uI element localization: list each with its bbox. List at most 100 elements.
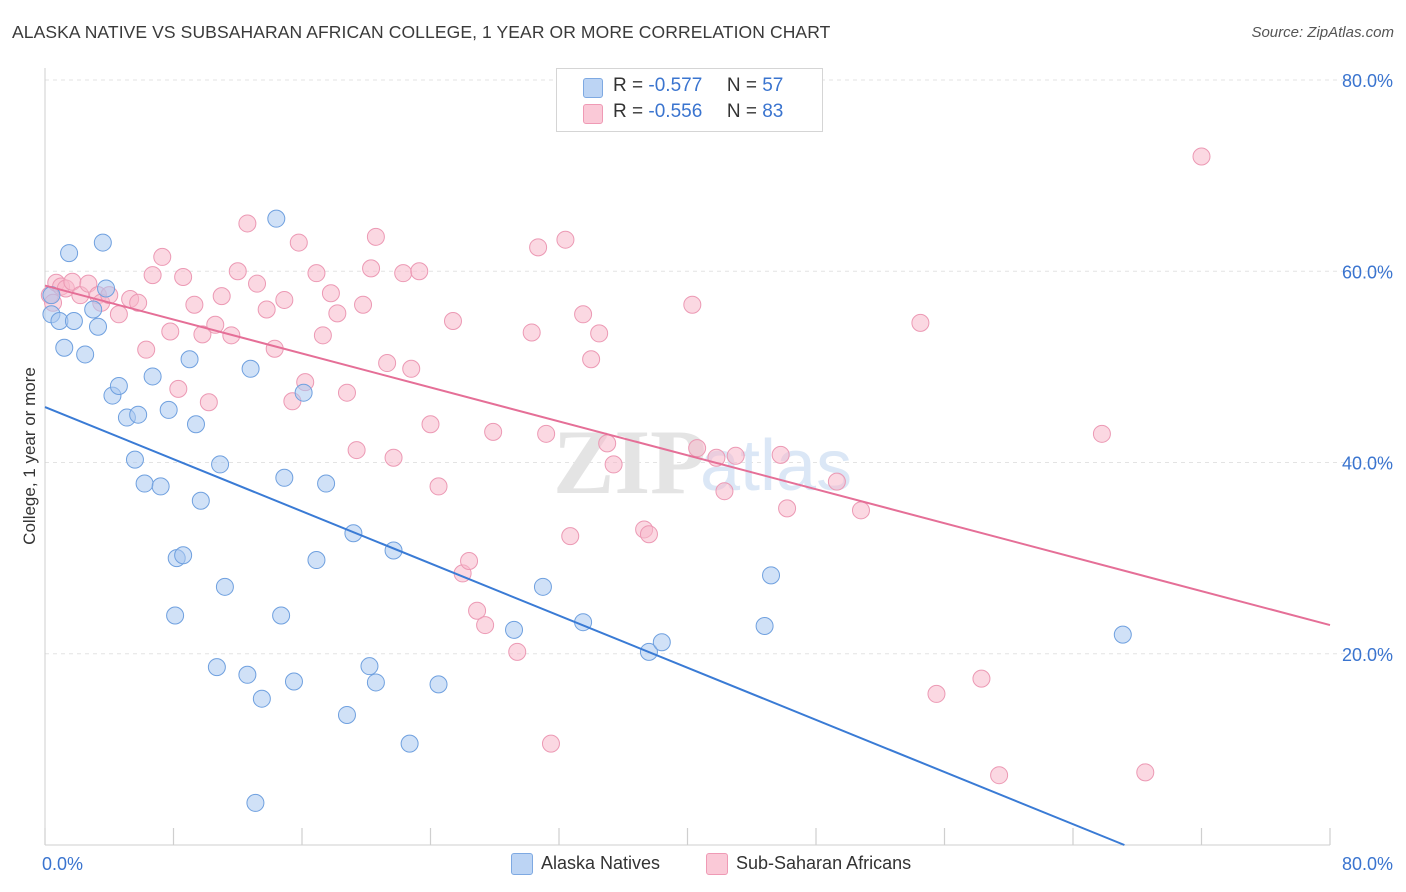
data-point-sub-saharan-africans [137, 340, 156, 359]
data-point-alaska-natives [76, 345, 95, 364]
data-point-sub-saharan-africans [199, 393, 218, 412]
chart-title: ALASKA NATIVE VS SUBSAHARAN AFRICAN COLL… [12, 22, 831, 42]
data-point-sub-saharan-africans [378, 354, 397, 373]
y-tick-label: 20.0% [1342, 645, 1393, 665]
data-point-sub-saharan-africans [394, 264, 413, 283]
data-point-sub-saharan-africans [161, 322, 180, 341]
data-point-sub-saharan-africans [212, 287, 231, 306]
data-point-sub-saharan-africans [275, 290, 294, 309]
legend-r-value: -0.577 [648, 75, 703, 96]
data-point-alaska-natives [317, 474, 336, 493]
data-point-alaska-natives [97, 279, 116, 298]
data-point-sub-saharan-africans [1136, 763, 1155, 782]
data-point-sub-saharan-africans [604, 455, 623, 474]
trendline-sub-saharan-africans [44, 284, 1331, 627]
data-point-sub-saharan-africans [771, 445, 790, 464]
watermark: ZIP atlas [553, 411, 852, 513]
data-point-sub-saharan-africans [347, 441, 366, 460]
data-point-alaska-natives [143, 367, 162, 386]
data-point-sub-saharan-africans [778, 499, 797, 518]
data-point-sub-saharan-africans [429, 477, 448, 496]
data-point-sub-saharan-africans [556, 230, 575, 249]
series-alaska-natives [42, 209, 1132, 812]
legend-n-value: 57 [762, 75, 784, 96]
data-point-alaska-natives [307, 551, 326, 570]
data-point-sub-saharan-africans [827, 472, 846, 491]
data-point-alaska-natives [1113, 625, 1132, 644]
data-point-sub-saharan-africans [598, 434, 617, 453]
bottom-legend-swatch-blue [511, 853, 533, 875]
data-point-sub-saharan-africans [911, 313, 930, 332]
data-point-alaska-natives [135, 474, 154, 493]
correlation-legend: R = -0.577 N = 57 R = -0.556 N = 83 [556, 68, 823, 132]
data-point-sub-saharan-africans [321, 284, 340, 303]
data-point-alaska-natives [109, 377, 128, 395]
x-tick-label: 0.0% [42, 854, 83, 874]
data-point-alaska-natives [360, 657, 379, 676]
data-point-sub-saharan-africans [639, 525, 658, 544]
data-point-alaska-natives [366, 673, 385, 692]
data-point-alaska-natives [166, 606, 185, 625]
data-point-sub-saharan-africans [307, 264, 326, 283]
data-point-alaska-natives [505, 620, 524, 639]
data-point-alaska-natives [533, 577, 552, 596]
data-point-sub-saharan-africans [410, 262, 429, 281]
data-point-alaska-natives [174, 546, 193, 565]
data-point-sub-saharan-africans [185, 295, 204, 314]
data-point-alaska-natives [84, 300, 103, 319]
data-point-sub-saharan-africans [328, 304, 347, 323]
data-point-sub-saharan-africans [522, 323, 541, 342]
data-point-sub-saharan-africans [851, 501, 870, 520]
bottom-legend-label: Alaska Natives [541, 853, 661, 873]
data-point-sub-saharan-africans [153, 247, 172, 266]
y-tick-label: 60.0% [1342, 262, 1393, 282]
data-point-alaska-natives [241, 359, 260, 378]
data-point-sub-saharan-africans [561, 527, 580, 546]
data-point-alaska-natives [159, 400, 178, 419]
data-point-sub-saharan-africans [1192, 147, 1211, 166]
data-point-sub-saharan-africans [927, 684, 946, 703]
legend-r-label: R = [613, 75, 644, 96]
data-point-alaska-natives [652, 633, 671, 652]
data-point-alaska-natives [400, 734, 419, 753]
data-point-alaska-natives [294, 383, 313, 402]
data-point-alaska-natives [344, 524, 363, 543]
y-tick-label: 80.0% [1342, 71, 1393, 91]
data-point-alaska-natives [93, 233, 112, 252]
bottom-legend-swatch-pink [706, 853, 728, 875]
data-point-sub-saharan-africans [529, 238, 548, 257]
data-point-sub-saharan-africans [972, 669, 991, 688]
data-point-sub-saharan-africans [174, 267, 193, 286]
data-point-sub-saharan-africans [362, 259, 381, 278]
watermark-zip: ZIP [553, 411, 706, 513]
data-point-alaska-natives [337, 705, 356, 724]
data-point-alaska-natives [238, 665, 257, 684]
grid-lines [45, 79, 1392, 655]
data-point-sub-saharan-africans [366, 227, 385, 246]
data-point-sub-saharan-africans [402, 359, 421, 378]
data-point-sub-saharan-africans [193, 325, 212, 344]
data-point-alaska-natives [284, 672, 303, 691]
legend-r-label: R = [613, 101, 644, 122]
data-point-sub-saharan-africans [129, 293, 148, 312]
data-point-alaska-natives [267, 209, 286, 228]
data-point-alaska-natives [207, 658, 226, 677]
data-point-sub-saharan-africans [590, 324, 609, 343]
data-point-alaska-natives [191, 491, 210, 510]
legend-n-label: N = [726, 75, 757, 96]
trendline-alaska-natives [44, 406, 1125, 846]
data-point-sub-saharan-africans [354, 295, 373, 314]
y-axis-title: College, 1 year or more [20, 367, 39, 545]
data-point-sub-saharan-africans [460, 551, 479, 570]
data-point-sub-saharan-africans [582, 350, 601, 369]
data-point-alaska-natives [151, 477, 170, 496]
data-point-sub-saharan-africans [289, 233, 308, 252]
data-point-sub-saharan-africans [715, 482, 734, 501]
legend-r-value: -0.556 [648, 101, 703, 122]
data-point-sub-saharan-africans [384, 448, 403, 467]
data-point-sub-saharan-africans [337, 383, 356, 402]
data-point-sub-saharan-africans [228, 262, 247, 281]
data-point-sub-saharan-africans [143, 266, 162, 285]
trendlines [44, 284, 1331, 846]
